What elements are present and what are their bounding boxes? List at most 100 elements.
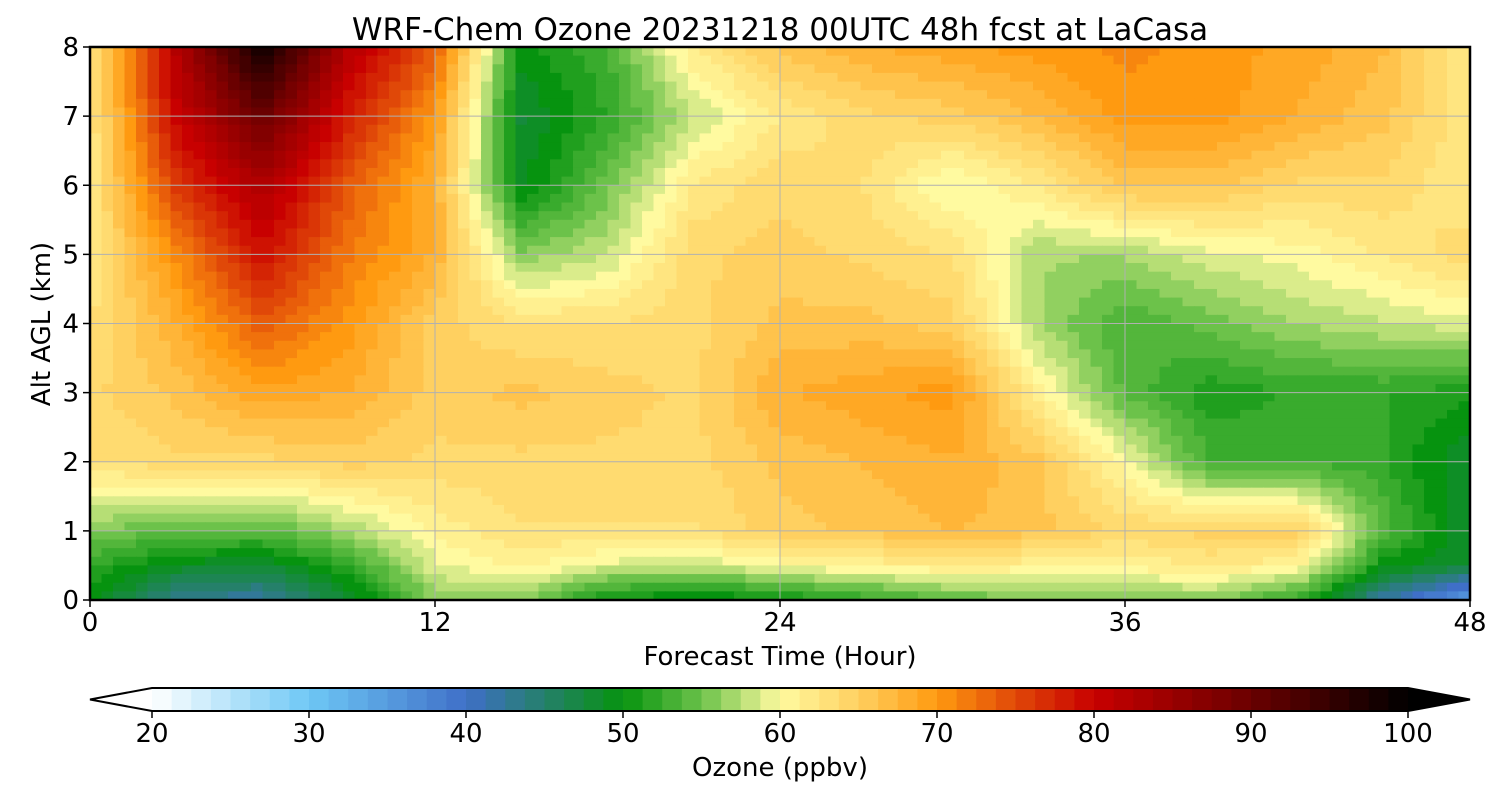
heatmap-cell (1309, 298, 1321, 307)
heatmap-cell (527, 185, 539, 194)
heatmap-cell (470, 228, 482, 237)
heatmap-cell (884, 228, 896, 237)
heatmap-cell (424, 211, 436, 220)
heatmap-cell (470, 358, 482, 367)
heatmap-cell (631, 107, 643, 116)
heatmap-cell (1102, 341, 1114, 350)
heatmap-cell (1286, 358, 1298, 367)
heatmap-cell (1160, 384, 1172, 393)
heatmap-cell (1263, 220, 1275, 229)
heatmap-cell (1378, 142, 1390, 151)
heatmap-cell (366, 203, 378, 212)
heatmap-cell (1344, 177, 1356, 186)
heatmap-cell (125, 56, 137, 65)
heatmap-cell (849, 90, 861, 99)
heatmap-cell (895, 263, 907, 272)
heatmap-cell (136, 349, 148, 358)
heatmap-cell (792, 142, 804, 151)
heatmap-cell (516, 177, 528, 186)
heatmap-cell (1436, 324, 1448, 333)
heatmap-cell (849, 349, 861, 358)
heatmap-cell (619, 272, 631, 281)
heatmap-cell (665, 375, 677, 384)
heatmap-cell (1286, 151, 1298, 160)
heatmap-cell (608, 56, 620, 65)
heatmap-cell (631, 367, 643, 376)
heatmap-cell (1436, 107, 1448, 116)
heatmap-cell (907, 203, 919, 212)
heatmap-cell (1033, 341, 1045, 350)
heatmap-cell (1286, 228, 1298, 237)
heatmap-cell (596, 116, 608, 125)
heatmap-cell (1183, 177, 1195, 186)
heatmap-cell (585, 280, 597, 289)
heatmap-cell (1413, 358, 1425, 367)
heatmap-cell (941, 168, 953, 177)
heatmap-cell (366, 116, 378, 125)
heatmap-cell (677, 272, 689, 281)
heatmap-cell (355, 246, 367, 255)
heatmap-cell (240, 280, 252, 289)
heatmap-cell (102, 358, 114, 367)
heatmap-cell (1321, 349, 1333, 358)
heatmap-cell (1045, 99, 1057, 108)
heatmap-cell (412, 211, 424, 220)
heatmap-cell (1355, 47, 1367, 56)
heatmap-cell (274, 315, 286, 324)
heatmap-cell (792, 393, 804, 402)
heatmap-cell (1171, 168, 1183, 177)
heatmap-cell (884, 306, 896, 315)
heatmap-cell (1321, 177, 1333, 186)
heatmap-cell (918, 358, 930, 367)
heatmap-cell (90, 82, 102, 91)
heatmap-cell (711, 254, 723, 263)
heatmap-cell (274, 99, 286, 108)
heatmap-cell (1344, 324, 1356, 333)
heatmap-cell (1309, 324, 1321, 333)
heatmap-cell (447, 358, 459, 367)
heatmap-cell (1321, 211, 1333, 220)
heatmap-cell (470, 254, 482, 263)
heatmap-cell (769, 341, 781, 350)
heatmap-cell (493, 133, 505, 142)
heatmap-cell (941, 401, 953, 410)
heatmap-cell (746, 116, 758, 125)
heatmap-cell (884, 64, 896, 73)
heatmap-cell (1010, 90, 1022, 99)
heatmap-cell (838, 384, 850, 393)
heatmap-cell (895, 384, 907, 393)
heatmap-cell (263, 341, 275, 350)
heatmap-cell (481, 82, 493, 91)
heatmap-cell (240, 116, 252, 125)
heatmap-cell (964, 99, 976, 108)
heatmap-cell (1125, 332, 1137, 341)
heatmap-cell (182, 272, 194, 281)
heatmap-cell (136, 263, 148, 272)
heatmap-cell (585, 401, 597, 410)
heatmap-cell (527, 220, 539, 229)
heatmap-cell (1240, 228, 1252, 237)
heatmap-cell (470, 315, 482, 324)
heatmap-cell (769, 254, 781, 263)
heatmap-cell (113, 306, 125, 315)
heatmap-cell (412, 177, 424, 186)
heatmap-cell (263, 73, 275, 82)
heatmap-cell (1137, 64, 1149, 73)
heatmap-cell (194, 332, 206, 341)
heatmap-cell (838, 107, 850, 116)
heatmap-cell (159, 324, 171, 333)
heatmap-cell (171, 168, 183, 177)
heatmap-cell (562, 168, 574, 177)
heatmap-cell (987, 375, 999, 384)
heatmap-cell (1286, 263, 1298, 272)
heatmap-cell (907, 151, 919, 160)
heatmap-cell (102, 211, 114, 220)
heatmap-cell (1010, 375, 1022, 384)
heatmap-cell (941, 56, 953, 65)
heatmap-cell (1332, 332, 1344, 341)
heatmap-cell (320, 263, 332, 272)
heatmap-cell (631, 64, 643, 73)
heatmap-cell (585, 73, 597, 82)
heatmap-cell (723, 393, 735, 402)
heatmap-cell (240, 324, 252, 333)
